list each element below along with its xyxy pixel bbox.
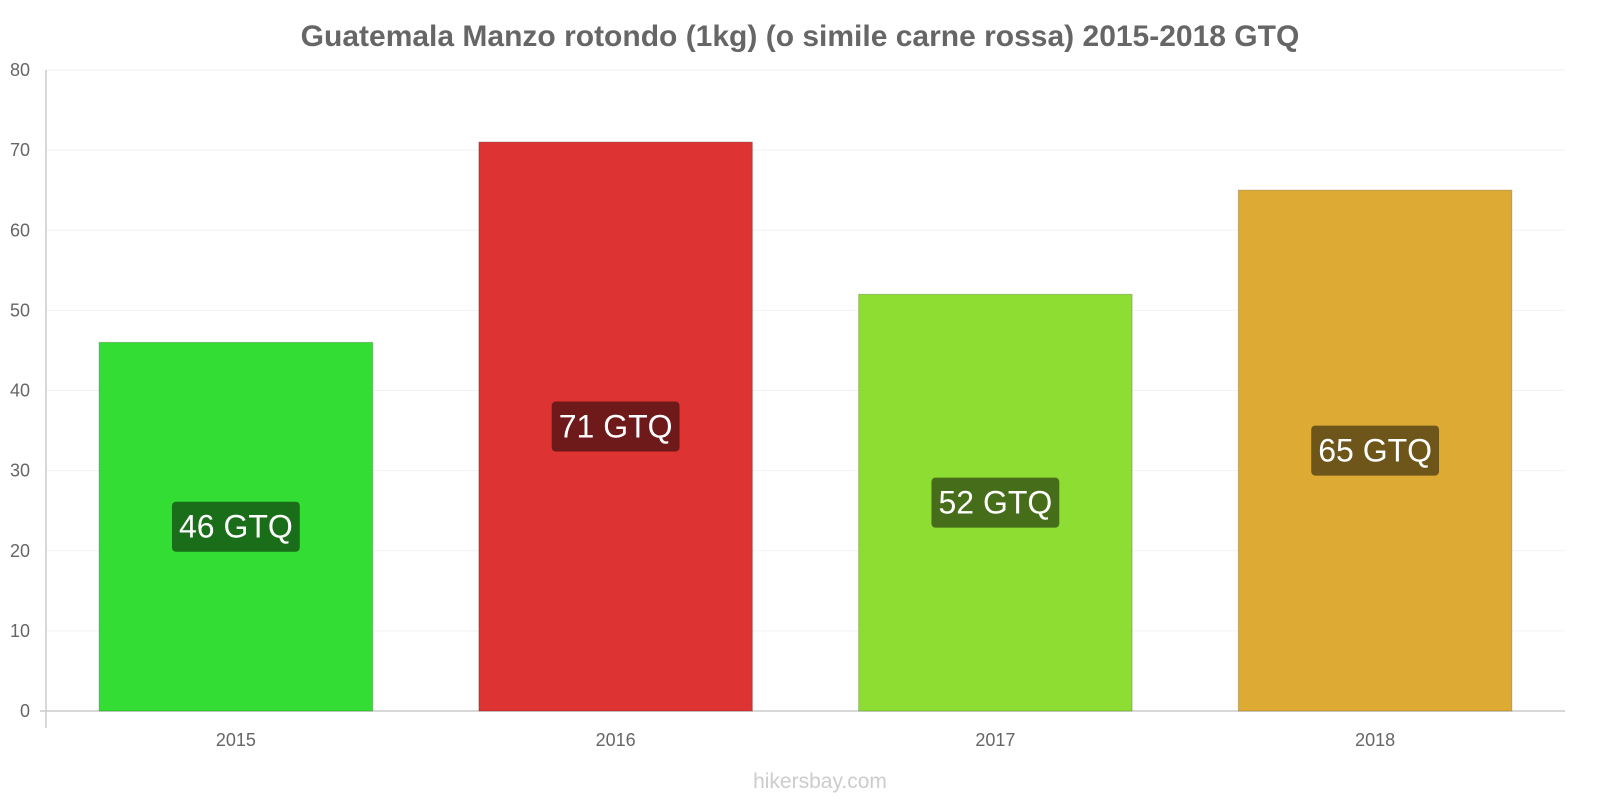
- y-tick-label: 80: [10, 60, 30, 80]
- y-tick-label: 50: [10, 300, 30, 320]
- data-label-2016: 71 GTQ: [551, 401, 680, 452]
- x-tick-label: 2016: [596, 730, 636, 750]
- data-label-text: 46 GTQ: [179, 509, 293, 545]
- data-label-text: 71 GTQ: [559, 409, 673, 445]
- data-label-background: [171, 501, 300, 552]
- x-tick-label: 2017: [975, 730, 1015, 750]
- data-label-text: 65 GTQ: [1318, 433, 1432, 469]
- x-tick-label: 2015: [216, 730, 256, 750]
- watermark: hikersbay.com: [753, 770, 887, 793]
- y-tick-label: 60: [10, 220, 30, 240]
- y-tick-label: 10: [10, 621, 30, 641]
- data-label-2015: 46 GTQ: [171, 501, 300, 552]
- data-labels: 46 GTQ 71 GTQ 52 GTQ 65 GTQ: [171, 401, 1440, 552]
- data-label-2018: 65 GTQ: [1311, 425, 1440, 476]
- data-label-background: [551, 401, 680, 452]
- data-label-text: 52 GTQ: [938, 485, 1052, 521]
- y-tick-label: 40: [10, 381, 30, 401]
- y-tick-label: 0: [20, 701, 30, 721]
- x-tick-label: 2018: [1355, 730, 1395, 750]
- data-label-background: [1311, 425, 1440, 476]
- bars: [98, 141, 1513, 712]
- y-tick-label: 20: [10, 541, 30, 561]
- y-tick-label: 30: [10, 461, 30, 481]
- y-tick-label: 70: [10, 140, 30, 160]
- data-label-background: [931, 477, 1060, 528]
- chart-title: Guatemala Manzo rotondo (1kg) (o simile …: [301, 20, 1300, 53]
- data-label-2017: 52 GTQ: [931, 477, 1060, 528]
